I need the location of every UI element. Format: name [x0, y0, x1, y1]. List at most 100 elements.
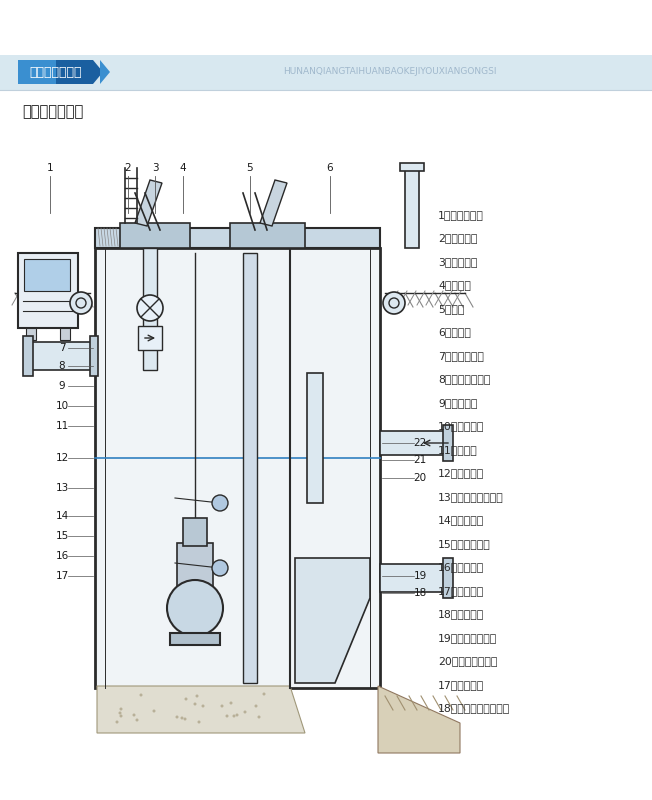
- Bar: [97, 458, 378, 686]
- Text: 6: 6: [327, 163, 333, 173]
- Polygon shape: [378, 686, 460, 753]
- Bar: [443, 425, 453, 461]
- Text: 2、爬梯扶手: 2、爬梯扶手: [438, 234, 477, 243]
- Bar: [18, 60, 93, 84]
- Text: 4: 4: [180, 163, 186, 173]
- Circle shape: [119, 714, 123, 718]
- Text: 14: 14: [55, 511, 68, 521]
- Text: 5: 5: [246, 163, 254, 173]
- Circle shape: [220, 705, 224, 707]
- Text: 19、进口柔性接头: 19、进口柔性接头: [438, 633, 497, 643]
- Text: 3: 3: [152, 163, 158, 173]
- Circle shape: [181, 717, 183, 719]
- Text: 16、耦合底座: 16、耦合底座: [438, 562, 484, 573]
- Circle shape: [196, 694, 198, 698]
- Text: 12: 12: [55, 453, 68, 463]
- Text: 1: 1: [47, 163, 53, 173]
- Text: 5、盖板: 5、盖板: [438, 304, 464, 314]
- Circle shape: [258, 715, 261, 718]
- Text: 9: 9: [59, 381, 65, 391]
- Circle shape: [153, 710, 155, 713]
- Bar: [24, 259, 70, 291]
- Circle shape: [254, 705, 258, 707]
- Circle shape: [230, 702, 233, 705]
- Text: 18、粉碎格栅安装系统: 18、粉碎格栅安装系统: [438, 703, 511, 714]
- Circle shape: [140, 694, 143, 697]
- Circle shape: [119, 707, 123, 710]
- Polygon shape: [295, 558, 370, 683]
- Text: 6、排气孔: 6、排气孔: [438, 327, 471, 338]
- Bar: [400, 163, 424, 171]
- Circle shape: [185, 698, 188, 701]
- Circle shape: [243, 710, 246, 714]
- Text: 15、潜水排污泵: 15、潜水排污泵: [438, 539, 491, 549]
- Bar: [443, 558, 453, 598]
- Circle shape: [167, 580, 223, 636]
- Circle shape: [233, 714, 235, 718]
- Text: 13、水泵导轨及爬梯: 13、水泵导轨及爬梯: [438, 492, 504, 502]
- Circle shape: [183, 718, 186, 721]
- Polygon shape: [97, 686, 305, 733]
- Text: 16: 16: [55, 551, 68, 561]
- Text: 7、电缆穿线孔: 7、电缆穿线孔: [438, 351, 484, 361]
- Polygon shape: [93, 60, 103, 84]
- Circle shape: [175, 715, 179, 718]
- Bar: [95, 228, 380, 248]
- Bar: [26, 328, 36, 340]
- Text: 18、进水管道: 18、进水管道: [438, 610, 484, 619]
- Text: HUNANQIANGTAIHUANBAOKEJIYOUXIANGONGSI: HUNANQIANGTAIHUANBAOKEJIYOUXIANGONGSI: [283, 67, 497, 77]
- Text: 15: 15: [55, 531, 68, 541]
- Text: 17、智能底部: 17、智能底部: [438, 586, 484, 596]
- Bar: [230, 223, 305, 248]
- Bar: [170, 633, 220, 645]
- Text: 19: 19: [413, 571, 426, 581]
- Bar: [380, 564, 445, 592]
- Bar: [90, 336, 98, 376]
- Text: 10: 10: [55, 401, 68, 411]
- Bar: [307, 373, 323, 503]
- Text: 8: 8: [59, 361, 65, 371]
- Text: 2: 2: [125, 163, 131, 173]
- Bar: [60, 328, 70, 340]
- Bar: [0, 55, 652, 90]
- Text: 3、安全格栅: 3、安全格栅: [438, 257, 477, 267]
- Text: 17: 17: [55, 571, 68, 581]
- Circle shape: [136, 718, 138, 722]
- Text: 1、水泵控制柜: 1、水泵控制柜: [438, 210, 484, 220]
- Circle shape: [132, 714, 136, 717]
- Bar: [380, 431, 445, 455]
- Circle shape: [212, 495, 228, 511]
- Circle shape: [235, 714, 239, 717]
- Bar: [177, 543, 213, 598]
- Text: 11: 11: [55, 421, 68, 431]
- Bar: [243, 253, 257, 683]
- Text: 9、出水管道: 9、出水管道: [438, 398, 477, 408]
- Circle shape: [119, 711, 121, 714]
- Text: 17、粉碎格栅: 17、粉碎格栅: [438, 680, 484, 690]
- Bar: [120, 223, 190, 248]
- Bar: [138, 326, 162, 350]
- Bar: [143, 248, 157, 370]
- Text: 12、检修平台: 12、检修平台: [438, 469, 484, 478]
- Text: 18: 18: [413, 588, 426, 598]
- Circle shape: [198, 721, 201, 723]
- Text: 8、出口柔性接头: 8、出口柔性接头: [438, 374, 490, 385]
- Text: 10、手动闸阀: 10、手动闸阀: [438, 422, 484, 431]
- Polygon shape: [260, 180, 287, 226]
- Bar: [23, 336, 33, 376]
- Bar: [405, 168, 419, 248]
- Text: 21: 21: [413, 455, 426, 465]
- Circle shape: [137, 295, 163, 321]
- Text: 7: 7: [59, 343, 65, 353]
- Text: 一体化预制泵站: 一体化预制泵站: [30, 66, 82, 78]
- Circle shape: [194, 702, 196, 706]
- Text: 4、气弹簧: 4、气弹簧: [438, 281, 471, 290]
- Text: 一体化泵站安装: 一体化泵站安装: [22, 105, 83, 119]
- Text: 22: 22: [413, 438, 426, 448]
- Text: 11、止回阀: 11、止回阀: [438, 445, 478, 455]
- Polygon shape: [135, 180, 162, 226]
- Text: 14、液位浮球: 14、液位浮球: [438, 515, 484, 526]
- Bar: [95, 248, 380, 688]
- Bar: [18, 253, 78, 328]
- Circle shape: [226, 714, 228, 718]
